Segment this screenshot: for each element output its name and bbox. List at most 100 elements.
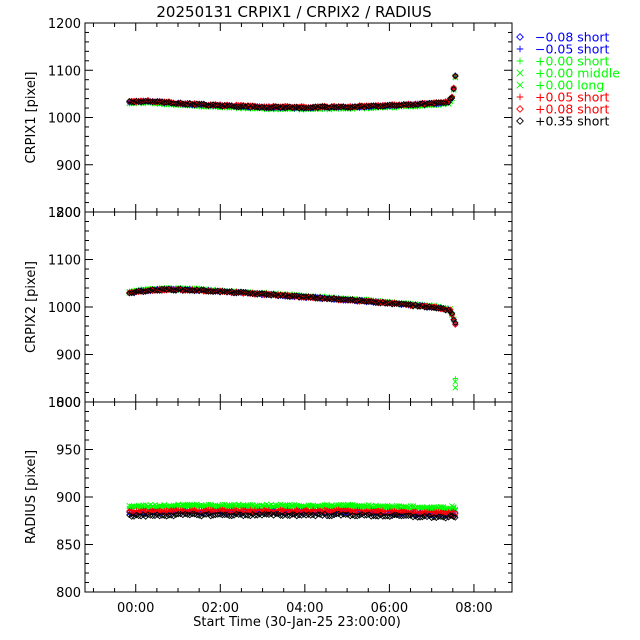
panel-1-frame (84, 22, 513, 213)
data-point (242, 102, 249, 110)
data-point (447, 512, 454, 519)
data-point (398, 300, 405, 307)
data-point (354, 512, 361, 520)
panels-group: 800 900 1000 1100 1200 CRPIX1 [pixel] 800 900 10… (24, 17, 513, 616)
data-point (298, 104, 305, 111)
y-tick-label: 850 (56, 539, 81, 554)
data-point (242, 511, 249, 519)
y-axis-label: RADIUS [pixel] (24, 450, 39, 544)
data-point (337, 296, 345, 303)
data-point (277, 104, 284, 111)
data-point (433, 99, 440, 106)
data-point (214, 511, 221, 518)
data-point (452, 384, 459, 391)
data-point (170, 100, 177, 107)
data-point (130, 289, 138, 296)
data-point (193, 511, 201, 519)
legend-marker (516, 33, 524, 41)
y-tick-label: 1100 (48, 254, 81, 269)
legend-label: +0.35 short (535, 114, 610, 129)
data-point (128, 513, 135, 520)
data-point (416, 514, 424, 521)
data-point (235, 511, 242, 519)
data-point (170, 512, 177, 520)
data-point (414, 514, 421, 521)
data-point (349, 103, 356, 111)
data-point (226, 512, 233, 520)
data-point (354, 508, 361, 515)
data-point (228, 512, 235, 520)
data-point (216, 287, 224, 294)
data-point (447, 95, 454, 102)
panel-2-points (126, 284, 459, 391)
y-tick-label: 800 (56, 586, 81, 601)
data-point (158, 285, 166, 293)
data-point (242, 103, 249, 110)
x-axis-label: Start Time (30-Jan-25 23:00:00) (193, 615, 401, 630)
data-point (437, 99, 445, 106)
data-point (212, 287, 219, 295)
data-point (300, 104, 308, 112)
data-point (298, 512, 305, 519)
data-point (402, 300, 410, 308)
data-point (274, 292, 282, 300)
data-point (342, 511, 349, 518)
data-point (423, 513, 431, 521)
data-point (367, 102, 375, 109)
legend-marker (516, 93, 524, 101)
data-point (367, 513, 375, 520)
data-point (291, 293, 298, 300)
data-point (198, 100, 205, 108)
data-point (181, 287, 189, 294)
data-point (409, 302, 417, 310)
data-point (181, 286, 189, 293)
data-point (163, 99, 170, 106)
data-point (219, 103, 226, 110)
data-point (156, 287, 163, 294)
panel-3-frame (84, 401, 513, 593)
data-point (263, 511, 270, 518)
data-point (337, 103, 345, 111)
data-point (402, 301, 410, 309)
data-point (314, 104, 321, 112)
data-point (240, 288, 247, 296)
data-point (258, 290, 266, 297)
legend-entry: +0.08 short (516, 102, 610, 117)
data-point (272, 510, 280, 518)
legend-entry: −0.08 short (516, 30, 610, 45)
y-tick-label: 950 (56, 444, 81, 459)
legend-label: +0.08 short (535, 102, 610, 117)
x-tick-label: 00:00 (117, 601, 154, 616)
data-point (377, 300, 384, 307)
x-tick-label: 02:00 (202, 601, 239, 616)
data-point (323, 512, 331, 520)
data-point (328, 508, 335, 515)
legend-entry: +0.00 long (516, 78, 604, 93)
data-point (235, 103, 242, 111)
data-point (400, 300, 408, 308)
x-tick-label: 04:00 (286, 601, 323, 616)
data-point (200, 511, 208, 518)
data-point (351, 508, 359, 515)
data-point (158, 512, 166, 519)
data-point (391, 511, 398, 519)
data-point (314, 511, 321, 518)
data-point (149, 512, 156, 520)
data-point (298, 292, 305, 300)
data-point (284, 104, 291, 111)
data-point (435, 304, 442, 312)
legend-marker (516, 45, 524, 53)
data-point (405, 101, 412, 109)
data-point (337, 103, 345, 110)
data-point (298, 294, 305, 301)
data-point (291, 503, 298, 509)
data-point (347, 512, 354, 520)
data-point (393, 503, 400, 509)
legend-label: −0.08 short (535, 30, 610, 45)
data-point (316, 103, 324, 110)
data-point (221, 511, 228, 519)
data-point (356, 512, 363, 519)
data-point (442, 307, 449, 314)
data-point (288, 103, 296, 111)
data-point (430, 510, 438, 517)
